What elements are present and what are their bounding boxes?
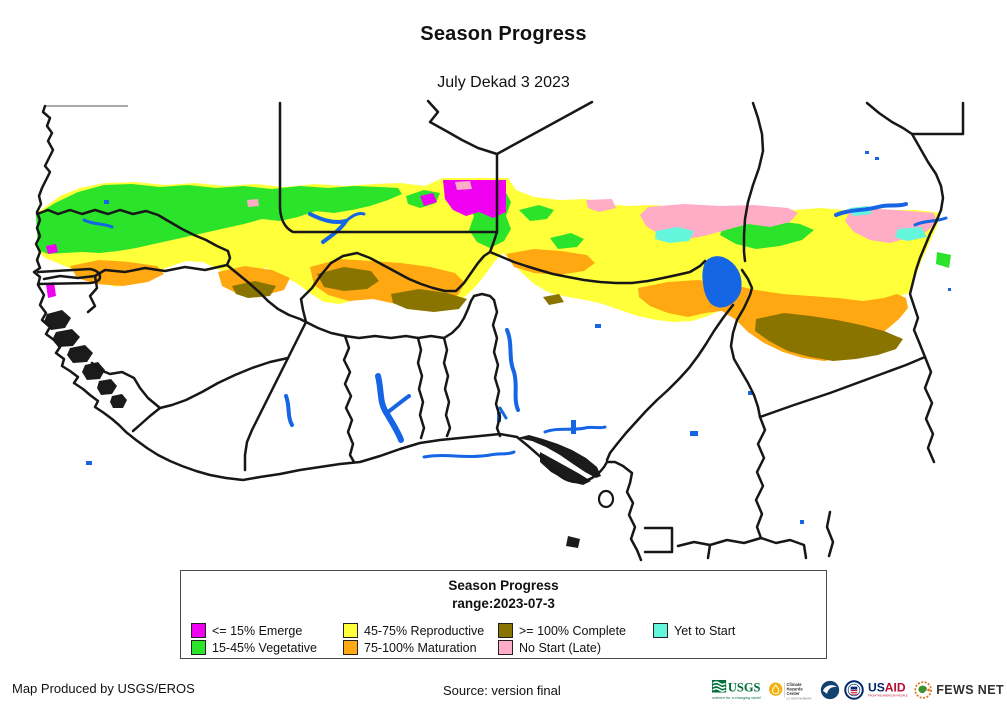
gambia (36, 267, 102, 286)
logo-strip: USGS science for a changing world Climat… (712, 673, 1004, 707)
noaa-logo-icon (820, 680, 840, 700)
usaid-wordmark: USAID FROM THE AMERICAN PEOPLE (868, 681, 908, 698)
niger-river-mali (82, 212, 366, 244)
complete-swatch (498, 623, 513, 638)
svg-text:science for a changing world: science for a changing world (712, 696, 761, 700)
page-title: Season Progress (420, 23, 587, 45)
usgs-logo-icon: USGS science for a changing world (712, 679, 761, 700)
coastal-lagoons (422, 425, 607, 459)
legend-item-maturation: 75-100% Maturation (343, 640, 477, 655)
niger-river-nigeria (498, 328, 520, 420)
fews-net-wordmark: FEWS NET (936, 683, 1004, 697)
source-text: Source: version final (443, 683, 561, 698)
svg-text:Hazards: Hazards (787, 686, 804, 691)
svg-text:USAID: USAID (868, 681, 906, 695)
legend-item-reproductive: 45-75% Reproductive (343, 623, 484, 638)
legend-item-complete: >= 100% Complete (498, 623, 626, 638)
legend-range: range:2023-07-3 (452, 596, 555, 611)
country-borders (32, 99, 965, 562)
season-progress-band (36, 178, 951, 361)
kossou-lake (284, 394, 294, 427)
produced-by-text: Map Produced by USGS/EROS (12, 681, 195, 696)
legend-title: Season Progress (448, 578, 559, 593)
lake-volta (375, 373, 411, 443)
vegetative-swatch (191, 640, 206, 655)
legend-item-yet-to-start: Yet to Start (653, 623, 735, 638)
no-start-swatch (498, 640, 513, 655)
legend-item-emerge: <= 15% Emerge (191, 623, 302, 638)
maturation-swatch (343, 640, 358, 655)
bioko-island (597, 489, 615, 509)
fews-net-logo-icon (914, 681, 932, 699)
svg-text:Center: Center (787, 691, 801, 696)
complete-patches (232, 267, 903, 361)
water-bodies (82, 151, 951, 524)
legend-item-no-start: No Start (Late) (498, 640, 601, 655)
legend-box: Season Progress range:2023-07-3 <= 15% E… (180, 570, 827, 659)
reproductive-swatch (343, 623, 358, 638)
yet-to-start-swatch (653, 623, 668, 638)
niger-river-niger (834, 202, 948, 227)
legend-item-vegetative: 15-45% Vegetative (191, 640, 317, 655)
svg-text:Climate: Climate (787, 682, 803, 687)
chc-logo-icon: Climate Hazards Center UC SANTA BARBARA (769, 682, 812, 701)
niger-delta (517, 435, 601, 485)
usaid-seal-icon (844, 680, 864, 700)
mangrove-areas (44, 310, 601, 548)
svg-text:FROM THE AMERICAN PEOPLE: FROM THE AMERICAN PEOPLE (868, 694, 908, 698)
svg-text:USGS: USGS (728, 681, 761, 695)
page-subtitle: July Dekad 3 2023 (437, 74, 570, 91)
coastline (32, 104, 643, 562)
lake-chad (702, 256, 742, 308)
svg-text:UC SANTA BARBARA: UC SANTA BARBARA (787, 698, 812, 701)
emerge-swatch (191, 623, 206, 638)
